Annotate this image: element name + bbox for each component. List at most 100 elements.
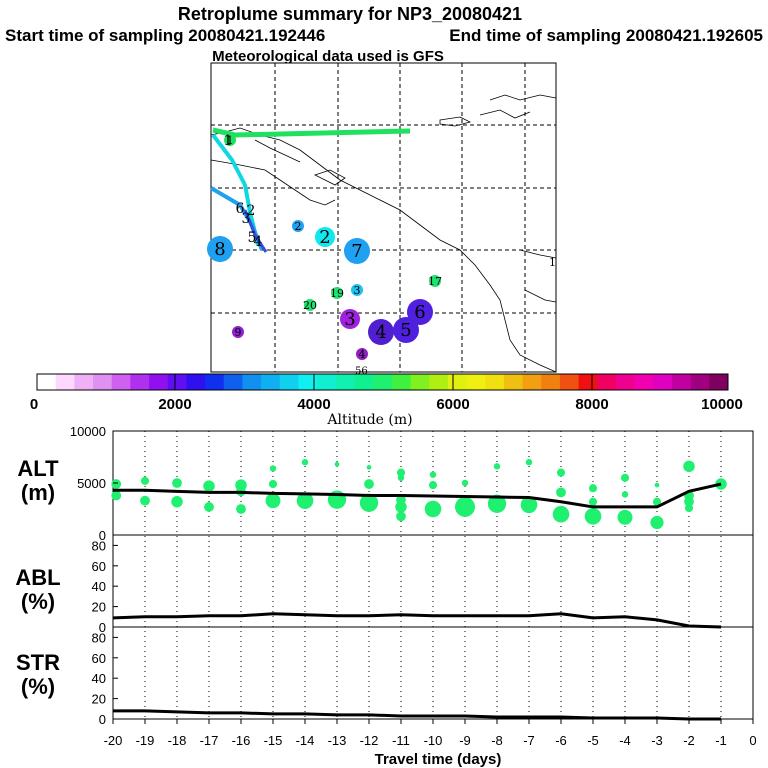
alt-point-47 xyxy=(683,460,695,473)
alt-point-28 xyxy=(424,500,442,518)
alt-point-50 xyxy=(684,503,694,513)
colorbar-swatch-20 xyxy=(410,374,430,390)
alt-point-4 xyxy=(172,478,182,488)
map-cluster-label-6: 4 xyxy=(359,348,366,361)
abl-ytick-0: 0 xyxy=(99,620,106,635)
xtick-5: -15 xyxy=(264,733,283,748)
colorbar-swatch-4 xyxy=(111,374,131,390)
map-cluster-0 xyxy=(224,134,236,146)
abl-ytick-1: 20 xyxy=(92,600,106,615)
colorbar-swatch-1 xyxy=(55,374,75,390)
alt-point-10 xyxy=(236,504,246,514)
alt-points xyxy=(111,459,727,530)
str-line xyxy=(113,709,721,721)
alt-point-30 xyxy=(455,496,475,517)
map-cluster-13 xyxy=(331,287,343,299)
track-darkblue xyxy=(243,209,268,253)
map-cluster-3 xyxy=(351,284,363,296)
xtick-10: -10 xyxy=(424,733,443,748)
map-cluster-5 xyxy=(368,319,394,345)
colorbar-swatch-7 xyxy=(167,374,187,390)
title-svg: Retroplume summary for NP3_20080421 Star… xyxy=(5,4,763,65)
colorbar-swatch-6 xyxy=(149,374,169,390)
str-ytick-1: 20 xyxy=(92,692,106,707)
colorbar-swatch-16 xyxy=(335,374,355,390)
map-cluster-label-1: 2 xyxy=(295,220,302,233)
alt-point-39 xyxy=(588,497,598,506)
alt-point-40 xyxy=(584,507,602,525)
xtick-1: -19 xyxy=(136,733,155,748)
alt-point-37 xyxy=(552,505,570,523)
alt-label-line1: ALT xyxy=(17,456,59,481)
colorbar-swatch-34 xyxy=(671,374,692,390)
alt-point-46 xyxy=(650,515,664,530)
traj-label-5: 6 xyxy=(236,201,245,217)
abl-label-line2: (%) xyxy=(21,589,55,614)
coastline xyxy=(210,94,557,373)
str-ytick-3: 60 xyxy=(92,651,106,666)
colorbar-swatch-25 xyxy=(503,374,524,390)
map-cluster-label-5: 4 xyxy=(375,322,386,343)
map-cluster-label-4: 3 xyxy=(344,309,355,330)
map-cluster-label-9: 7 xyxy=(351,241,362,262)
alt-point-3 xyxy=(140,495,150,506)
alt-point-34 xyxy=(520,496,538,514)
map-cluster-12 xyxy=(429,275,441,287)
alt-point-9 xyxy=(236,486,246,497)
alt-point-21 xyxy=(396,468,406,477)
alt-point-48 xyxy=(684,490,694,501)
alt-point-33 xyxy=(525,459,533,466)
alt-point-29 xyxy=(461,479,469,487)
colorbar-swatch-17 xyxy=(354,374,374,390)
colorbar-swatch-15 xyxy=(317,374,337,390)
colorbar-tick-5: 10000 xyxy=(701,396,743,413)
colorbar-tick-2: 4000 xyxy=(297,396,330,413)
alt-ytick-0: 0 xyxy=(99,528,106,543)
xtick-3: -17 xyxy=(200,733,219,748)
alt-point-51 xyxy=(715,478,727,490)
colorbar-swatch-21 xyxy=(429,374,449,390)
colorbar-swatch-35 xyxy=(690,374,710,390)
colorbar-swatch-5 xyxy=(130,374,150,390)
colorbar-frame xyxy=(36,373,729,391)
xtick-13: -7 xyxy=(523,733,535,748)
str-label-line2: (%) xyxy=(21,674,55,699)
traj-label-4: 5 xyxy=(248,230,257,246)
alt-point-22 xyxy=(397,474,405,481)
abl-ytick-2: 40 xyxy=(92,579,106,594)
colorbar-swatch-27 xyxy=(541,374,561,390)
alt-point-41 xyxy=(620,473,630,482)
colorbar-tick-0: 0 xyxy=(30,396,38,413)
str-label-line1: STR xyxy=(16,650,60,675)
panels-frame xyxy=(112,430,754,720)
alt-point-19 xyxy=(364,479,374,489)
colorbar-swatch-0 xyxy=(37,374,57,390)
colorbar-swatches xyxy=(37,374,729,390)
map-cluster-4 xyxy=(340,309,360,329)
colorbar-swatch-36 xyxy=(709,374,729,390)
traj-label-0: 1 xyxy=(224,133,233,149)
colorbar-swatch-2 xyxy=(74,374,94,390)
traj-label-1: 2 xyxy=(247,203,256,219)
grid-lines xyxy=(144,431,722,719)
map-cluster-9 xyxy=(344,238,370,264)
start-sampling-text: Start time of sampling 20080421.192446 xyxy=(5,26,325,45)
alt-point-5 xyxy=(171,495,183,508)
map-cluster-edge-1: 1 xyxy=(549,256,556,269)
alt-point-31 xyxy=(493,463,501,470)
map-cluster-label-0: 1 xyxy=(227,134,234,147)
colorbar-tick-4: 8000 xyxy=(575,396,608,413)
map-cluster-14 xyxy=(304,299,316,311)
map-frame xyxy=(210,62,557,373)
map-cluster-label-3: 3 xyxy=(354,284,361,297)
xtick-9: -11 xyxy=(392,733,410,748)
alt-point-15 xyxy=(296,492,314,509)
alt-point-45 xyxy=(652,497,662,506)
alt-point-11 xyxy=(269,465,277,472)
map-cluster-8 xyxy=(407,299,433,325)
colorbar-tick-3: 6000 xyxy=(436,396,469,413)
colorbar-swatch-33 xyxy=(653,374,673,390)
alt-point-6 xyxy=(203,480,215,492)
